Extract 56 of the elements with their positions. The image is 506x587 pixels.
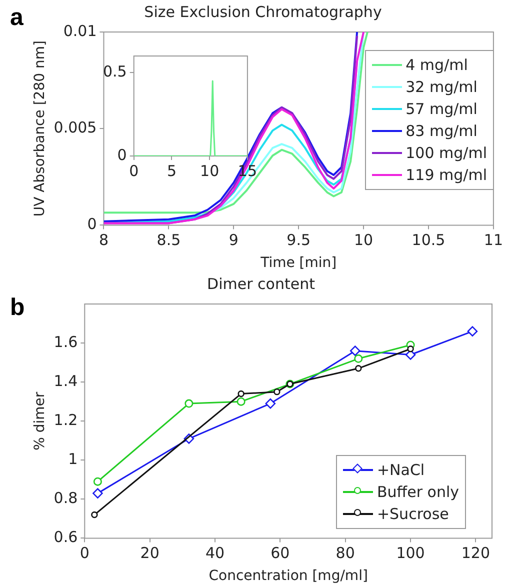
x-tick-label: 80 xyxy=(336,544,355,562)
x-tick-label: 120 xyxy=(461,544,490,562)
text: a xyxy=(10,4,24,32)
x-tick-label: 8.5 xyxy=(156,231,181,250)
y-tick-label: 1.6 xyxy=(54,332,78,351)
legend-label: 100 mg/ml xyxy=(406,144,487,162)
x-tick-label: 20 xyxy=(140,544,160,562)
x-axis-title: Time [min] xyxy=(260,255,337,272)
x-axis-title: Concentration [mg/ml] xyxy=(208,568,368,584)
point xyxy=(236,397,246,406)
y-axis-title: UV Absorbance [280 nm] xyxy=(32,40,48,217)
chart-title: Dimer content xyxy=(207,274,316,293)
y-tick-label: 0 xyxy=(87,215,97,234)
point xyxy=(407,346,414,352)
point xyxy=(184,399,194,408)
text: b xyxy=(10,294,25,322)
point xyxy=(467,326,478,336)
legend-label: 4 mg/ml xyxy=(406,56,468,74)
x-tick-label: 100 xyxy=(396,544,425,562)
x-tick-label: 10 xyxy=(200,162,220,180)
point xyxy=(265,398,276,409)
x-tick-label: 10 xyxy=(354,231,374,250)
x-tick-label: 9.5 xyxy=(286,231,311,250)
x-tick-label: 5 xyxy=(166,162,176,180)
point xyxy=(350,346,360,356)
legend-label: 119 mg/ml xyxy=(406,166,487,184)
y-tick-label: 0.8 xyxy=(54,489,78,508)
y-axis-title: % dimer xyxy=(32,392,48,450)
legend-label: 83 mg/ml xyxy=(406,122,478,140)
point xyxy=(354,354,363,363)
x-tick-label: 10.5 xyxy=(412,231,446,250)
point xyxy=(92,488,103,498)
x-tick-label: 60 xyxy=(270,544,290,562)
y-tick-label: 0.5 xyxy=(102,62,127,81)
chart-title: Size Exclusion Chromatography xyxy=(144,2,382,21)
legend-label: Buffer only xyxy=(376,483,459,501)
legend-label: 57 mg/ml xyxy=(406,100,478,118)
point xyxy=(274,388,280,396)
legend-label: +NaCl xyxy=(376,461,425,479)
point xyxy=(93,477,102,486)
legend-label: 32 mg/ml xyxy=(406,78,478,96)
x-tick-label: 0 xyxy=(129,162,139,180)
x-tick-label: 9 xyxy=(228,231,238,250)
x-tick-label: 11 xyxy=(484,231,504,250)
point xyxy=(355,365,362,372)
y-tick-label: 1.2 xyxy=(54,410,78,429)
legend-label: +Sucrose xyxy=(376,505,449,523)
y-tick-label: 0.005 xyxy=(54,118,97,136)
x-tick-label: 40 xyxy=(205,544,225,562)
x-tick-label: 8 xyxy=(98,231,109,250)
point xyxy=(91,511,98,518)
y-tick-label: 0.01 xyxy=(63,22,97,40)
y-tick-label: 0.6 xyxy=(54,528,78,546)
y-tick-label: 1.4 xyxy=(54,372,78,390)
y-tick-label: 1 xyxy=(68,450,78,468)
point xyxy=(238,390,244,398)
